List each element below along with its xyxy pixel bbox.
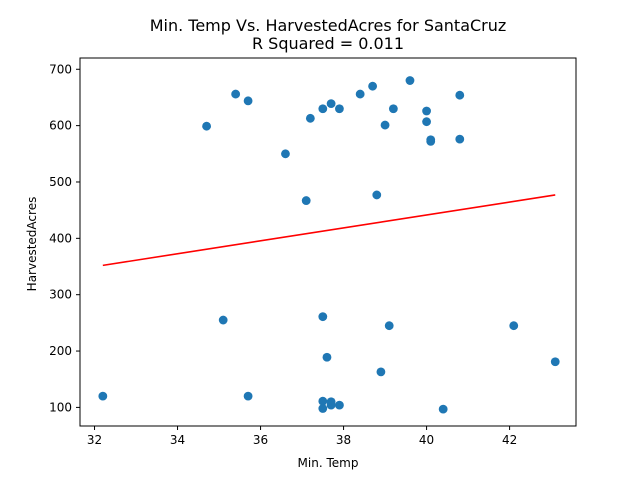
y-axis-label: HarvestedAcres bbox=[25, 197, 39, 292]
y-tick-label: 200 bbox=[49, 344, 72, 358]
scatter-point bbox=[355, 89, 365, 99]
x-tick-label: 42 bbox=[502, 433, 517, 447]
scatter-point bbox=[243, 96, 253, 106]
y-tick-label: 400 bbox=[49, 231, 72, 245]
axes-frame bbox=[79, 57, 577, 427]
scatter-point bbox=[380, 120, 390, 130]
y-tick-label: 300 bbox=[49, 288, 72, 302]
x-tick-label: 38 bbox=[336, 433, 351, 447]
y-tick-label: 100 bbox=[49, 400, 72, 414]
plot-area bbox=[98, 76, 560, 414]
regression-line bbox=[102, 194, 556, 267]
scatter-point bbox=[98, 391, 108, 401]
x-tick-label: 40 bbox=[419, 433, 434, 447]
scatter-point bbox=[335, 104, 344, 114]
y-tick-label: 600 bbox=[49, 119, 72, 133]
scatter-point bbox=[318, 396, 328, 406]
scatter-point bbox=[455, 90, 465, 100]
scatter-point bbox=[281, 149, 290, 159]
x-tick-label: 32 bbox=[87, 433, 102, 447]
x-axis-label: Min. Temp bbox=[298, 456, 359, 470]
axes: 32 34 36 38 40 42 100 200 300 400 500 600 700 bbox=[49, 57, 577, 447]
scatter-point bbox=[202, 121, 211, 131]
scatter-point bbox=[384, 321, 394, 331]
scatter-point bbox=[318, 104, 328, 114]
scatter-point bbox=[426, 137, 436, 146]
scatter-point bbox=[368, 81, 378, 91]
scatter-point bbox=[218, 315, 228, 325]
scatter-point bbox=[550, 357, 560, 367]
scatter-point bbox=[305, 113, 315, 123]
chart-title: Min. Temp Vs. HarvestedAcres for SantaCr… bbox=[150, 16, 507, 35]
scatter-point bbox=[438, 404, 448, 414]
x-tick-label: 36 bbox=[253, 433, 268, 447]
y-tick-label: 700 bbox=[49, 62, 72, 76]
chart-subtitle: R Squared = 0.011 bbox=[252, 34, 404, 53]
scatter-point bbox=[322, 352, 332, 362]
scatter-point bbox=[243, 391, 253, 401]
x-tick-label: 34 bbox=[170, 433, 185, 447]
scatter-point bbox=[422, 117, 431, 127]
scatter-point bbox=[231, 89, 241, 99]
scatter-point bbox=[422, 106, 431, 116]
scatter-point bbox=[326, 99, 336, 109]
scatter-point bbox=[405, 76, 415, 85]
scatter-point bbox=[509, 321, 519, 331]
scatter-point bbox=[372, 190, 382, 200]
scatter-point bbox=[388, 104, 398, 114]
scatter-point bbox=[376, 367, 386, 377]
scatter-point bbox=[301, 196, 311, 205]
y-tick-label: 500 bbox=[49, 175, 72, 189]
scatter-point bbox=[335, 400, 344, 410]
scatter-point bbox=[326, 400, 336, 410]
scatter-point bbox=[318, 312, 328, 322]
scatter-point bbox=[318, 404, 328, 413]
scatter-point bbox=[455, 134, 465, 144]
